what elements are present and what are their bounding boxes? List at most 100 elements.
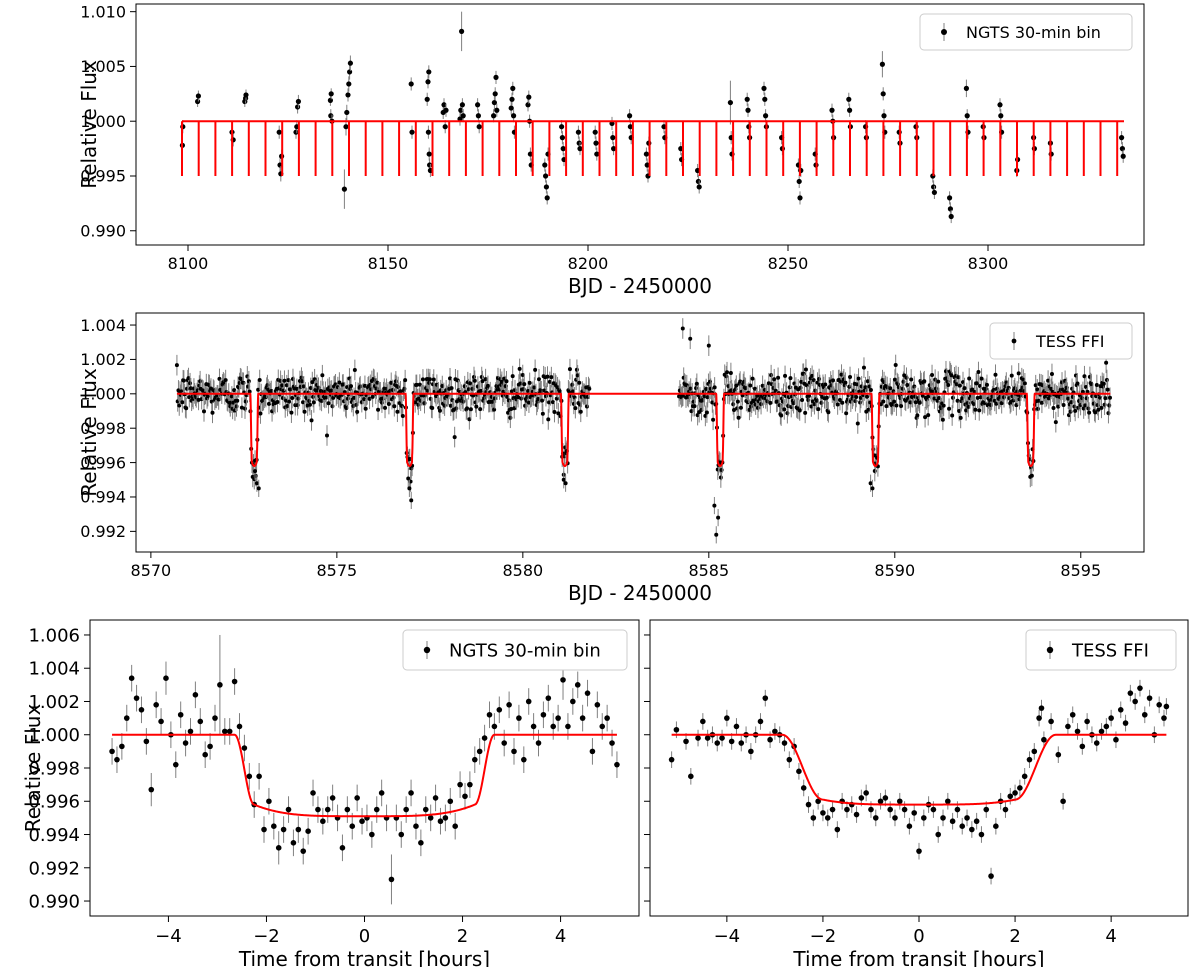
data-point (114, 756, 120, 763)
data-point (575, 129, 582, 135)
data-point (964, 815, 970, 821)
data-point (979, 376, 984, 381)
data-point (974, 381, 979, 386)
data-point (887, 806, 893, 813)
x-tick-label: 8250 (768, 254, 809, 273)
data-point (221, 728, 228, 735)
data-point (1041, 736, 1047, 743)
data-point (188, 386, 193, 391)
data-point (383, 405, 388, 410)
data-point (343, 124, 349, 130)
data-point (275, 845, 282, 851)
data-point (508, 415, 513, 420)
data-point (526, 94, 532, 100)
data-point (1038, 705, 1045, 711)
data-point (432, 795, 439, 801)
data-point (865, 394, 870, 399)
data-point (418, 840, 424, 846)
data-point (805, 801, 812, 808)
data-point (706, 343, 711, 348)
data-point (941, 403, 946, 408)
legend: TESS FFI (1025, 629, 1177, 671)
data-point (235, 398, 240, 403)
data-point (109, 748, 115, 755)
data-point (290, 395, 295, 400)
data-point (760, 383, 765, 388)
data-point (253, 469, 258, 474)
data-point (1101, 381, 1106, 386)
data-point (935, 831, 942, 838)
x-tick-label: −4 (155, 926, 182, 947)
data-point (975, 395, 980, 400)
model-curve (181, 120, 1124, 176)
data-point (413, 823, 419, 830)
data-point (1108, 715, 1114, 721)
data-point (614, 761, 620, 768)
data-point (347, 60, 353, 66)
data-point (516, 715, 522, 721)
data-point (1086, 406, 1091, 411)
data-point (1117, 706, 1124, 713)
data-point (1104, 360, 1109, 365)
legend-box (989, 322, 1133, 360)
data-point (978, 395, 983, 400)
data-point (182, 740, 189, 746)
data-point (745, 107, 751, 113)
data-point (882, 795, 889, 801)
data-point (959, 823, 966, 830)
data-point (916, 848, 922, 854)
data-point (702, 394, 707, 399)
x-tick-label: 4 (1105, 926, 1116, 947)
data-point (293, 129, 299, 135)
data-point (261, 826, 267, 833)
data-point (454, 406, 459, 411)
data-point (1103, 723, 1110, 730)
data-point (288, 387, 293, 392)
data-point (407, 457, 412, 462)
data-point (967, 376, 972, 381)
data-point (578, 409, 583, 414)
data-point (1089, 382, 1094, 387)
data-point (540, 398, 545, 403)
data-point (295, 826, 302, 833)
data-point (525, 102, 531, 108)
data-point (324, 395, 329, 400)
data-point (1046, 396, 1051, 401)
data-point (257, 378, 262, 383)
data-point (976, 370, 981, 375)
data-point (584, 404, 589, 409)
data-point (422, 401, 427, 406)
x-tick-label: 8200 (568, 254, 609, 273)
y-axis-label: Relative Flux (21, 704, 45, 833)
data-point (627, 113, 633, 119)
data-point (243, 399, 248, 404)
data-point (329, 795, 336, 801)
data-point (950, 395, 955, 400)
data-point (893, 362, 898, 367)
model-curve (112, 733, 617, 818)
data-point (1137, 685, 1143, 691)
data-point (905, 383, 910, 388)
data-point (339, 845, 346, 851)
data-point (731, 402, 736, 407)
data-point (861, 365, 866, 370)
data-point (744, 96, 750, 102)
data-point (946, 383, 951, 388)
data-point (509, 96, 515, 102)
data-point (807, 380, 812, 385)
data-point (767, 736, 773, 743)
data-point (393, 379, 398, 384)
data-point (680, 326, 685, 331)
data-point (483, 377, 488, 382)
legend-label: TESS FFI (1071, 640, 1149, 661)
data-point (301, 384, 306, 389)
data-point (1105, 387, 1110, 392)
data-point (768, 400, 773, 405)
data-point (409, 129, 415, 135)
data-point (733, 723, 740, 730)
data-point (960, 396, 965, 401)
data-point (358, 384, 363, 389)
data-point (354, 795, 360, 801)
data-point (1097, 395, 1102, 400)
data-point (207, 743, 213, 750)
